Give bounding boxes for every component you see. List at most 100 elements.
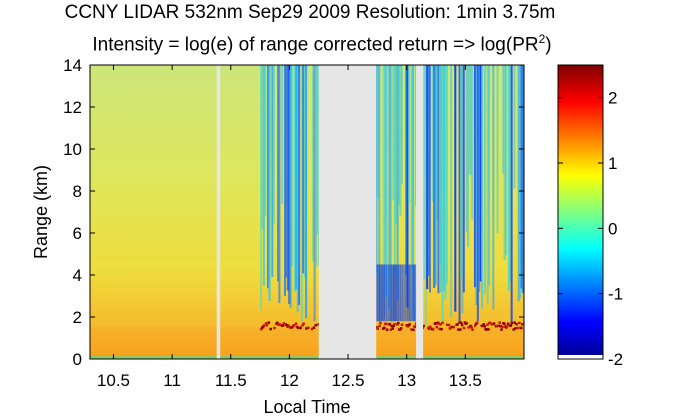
cloud-column [376, 65, 379, 199]
cloud-base-point [282, 322, 286, 325]
cloud-base-point [399, 327, 403, 330]
cloud-column [260, 65, 263, 311]
cloud-base-point [480, 324, 484, 328]
cloud-column [375, 264, 378, 322]
cloud-base-point [287, 324, 290, 327]
y-tick-label: 12 [63, 98, 82, 117]
colorbar-tick-label: 2 [608, 89, 617, 108]
cloud-column [458, 65, 461, 324]
cloud-column [314, 65, 317, 267]
cloud-base-point [441, 321, 444, 325]
x-tick-label: 10.5 [97, 371, 130, 390]
cloud-base-point [459, 321, 463, 325]
x-tick-label: 12.5 [332, 371, 365, 390]
cloud-base-point [264, 322, 268, 325]
data-gaps [216, 65, 424, 359]
cloud-base-point [285, 323, 288, 327]
x-axis: 10.5 11 11.5 12 12.5 13 13.5 [97, 65, 482, 390]
cloud-column [285, 65, 288, 278]
cloud-column [507, 65, 510, 291]
colorbar-low-end [558, 355, 603, 359]
cloud-base-point [276, 321, 279, 325]
cloud-base-point [520, 326, 523, 330]
colorbar-tick-label: -2 [608, 350, 623, 369]
cloud-base-point [487, 328, 490, 331]
cloud-base-point [452, 325, 455, 329]
cloud-column [443, 65, 446, 291]
cloud-base-point [438, 327, 441, 331]
cloud-column [375, 65, 378, 274]
cloud-base-point [505, 324, 509, 328]
cloud-base-point [378, 324, 381, 328]
cloud-base-point [384, 322, 388, 326]
cloud-base-point [514, 326, 517, 330]
cloud-column [520, 65, 523, 289]
surface-band [90, 355, 524, 359]
cloud-base-point [376, 327, 379, 330]
cloud-base-point [435, 325, 439, 329]
cloud-column [468, 65, 471, 175]
colorbar-tick-label: -1 [608, 285, 623, 304]
y-tick-label: 14 [63, 56, 82, 75]
cloud-column [441, 65, 444, 323]
cloud-column [393, 264, 396, 322]
cloud-column [312, 65, 315, 262]
cloud-column [295, 65, 298, 290]
cloud-column [414, 264, 417, 322]
cloud-base-point [517, 326, 520, 330]
cloud-base-point [467, 326, 470, 329]
cloud-base-point [388, 322, 392, 326]
cloud-column [382, 65, 385, 299]
colorbar-tick-label: 1 [608, 154, 617, 173]
cloud-base-point [501, 325, 504, 329]
cloud-column [384, 264, 387, 322]
cloud-column [278, 65, 281, 303]
y-tick-label: 0 [73, 350, 82, 369]
cloud-base-point [471, 328, 474, 331]
cloud-base-point [521, 322, 524, 326]
cloud-column [271, 65, 274, 277]
cloud-column [392, 65, 395, 200]
cloud-column [396, 264, 400, 322]
data-gap [318, 65, 377, 359]
y-axis: 0 2 4 6 8 10 12 14 [63, 56, 524, 369]
cloud-base-point [412, 328, 415, 331]
cloud-column [504, 65, 508, 256]
cloud-base-point [392, 324, 395, 328]
cloud-column [403, 264, 407, 322]
cloud-column [410, 65, 413, 270]
cloud-base-point [509, 324, 513, 327]
cloud-column [289, 65, 292, 308]
cloud-column [396, 65, 399, 300]
x-tick-label: 13 [397, 371, 416, 390]
cloud-base-point [503, 322, 506, 326]
cloud-base-point [506, 322, 510, 326]
cloud-base-point [456, 323, 459, 326]
cloud-base-point [410, 328, 413, 331]
cloud-base-point [500, 328, 503, 331]
cloud-base-point [497, 324, 500, 328]
cloud-column [399, 65, 402, 217]
cloud-column [519, 65, 522, 299]
cloud-base-point [294, 322, 298, 325]
cloud-column [303, 65, 306, 278]
cloud-column [466, 65, 470, 248]
cloud-column [391, 264, 394, 322]
cloud-column [395, 65, 398, 224]
cloud-base-point [398, 328, 402, 331]
cloud-column [389, 65, 392, 321]
cloud-column [406, 65, 409, 308]
cloud-column [272, 65, 275, 224]
cloud-column [431, 65, 434, 202]
cloud-base-point [314, 323, 318, 327]
cloud-base-point [434, 322, 438, 325]
cloud-column [450, 65, 453, 318]
cloud-column [389, 264, 393, 322]
cloud-column [423, 65, 426, 280]
cloud-base-point [504, 326, 508, 329]
cloud-column [496, 65, 499, 234]
cloud-base-point [518, 321, 521, 325]
cloud-base-point [390, 324, 394, 328]
cloud-base-point [305, 327, 308, 330]
